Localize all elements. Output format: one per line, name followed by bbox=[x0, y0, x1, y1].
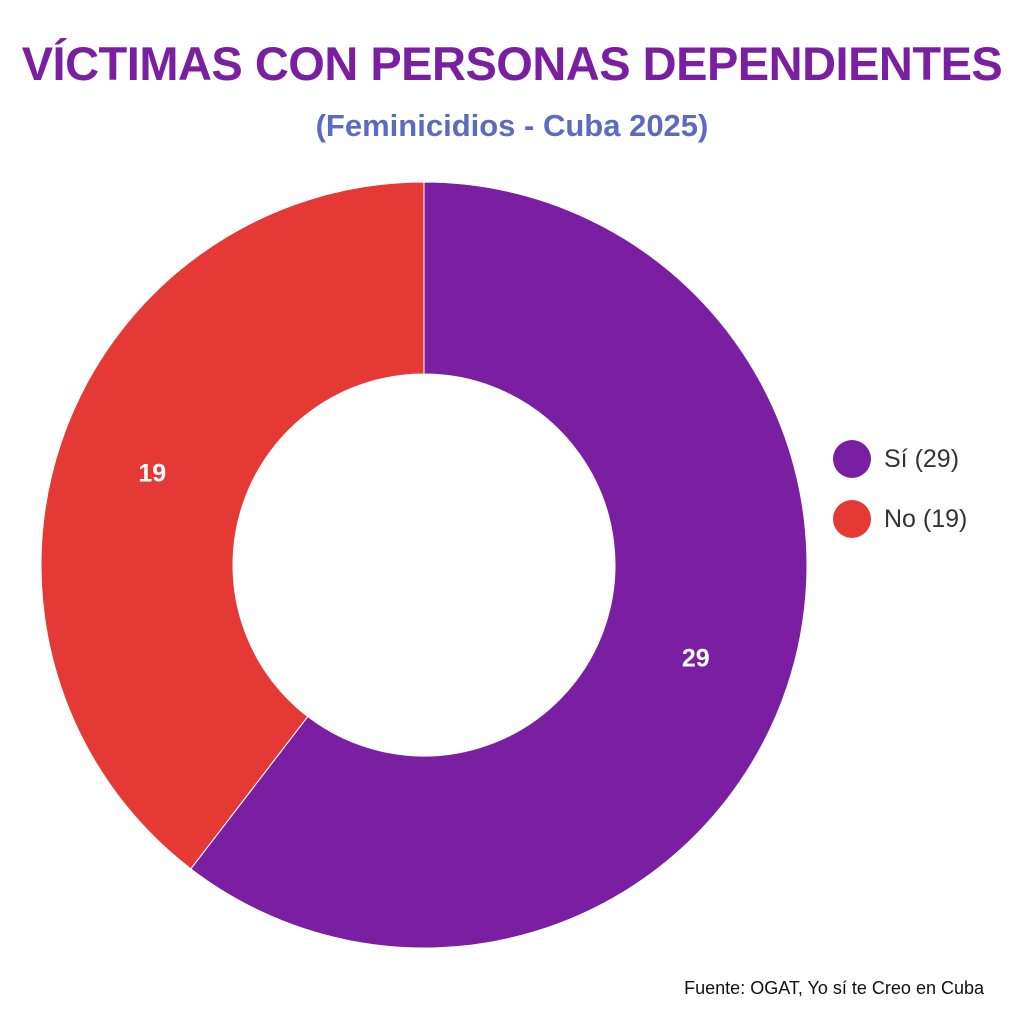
chart-subtitle: (Feminicidios - Cuba 2025) bbox=[315, 108, 709, 143]
legend-label-no: No (19) bbox=[884, 504, 968, 533]
data-label-1: 19 bbox=[138, 460, 166, 488]
legend-label-si: Sí (29) bbox=[884, 444, 960, 473]
legend-item-si[interactable]: Sí (29) bbox=[833, 440, 959, 478]
legend-swatch-si bbox=[833, 440, 871, 478]
source-note: Fuente: OGAT, Yo sí te Creo en Cuba bbox=[684, 978, 984, 998]
data-label-0: 29 bbox=[682, 644, 710, 672]
slice-no[interactable] bbox=[40, 181, 425, 870]
legend-swatch-no bbox=[833, 500, 871, 538]
slice-si[interactable] bbox=[190, 181, 808, 949]
legend-item-no[interactable]: No (19) bbox=[833, 500, 967, 538]
chart-title: VÍCTIMAS CON PERSONAS DEPENDIENTES bbox=[21, 37, 1003, 90]
